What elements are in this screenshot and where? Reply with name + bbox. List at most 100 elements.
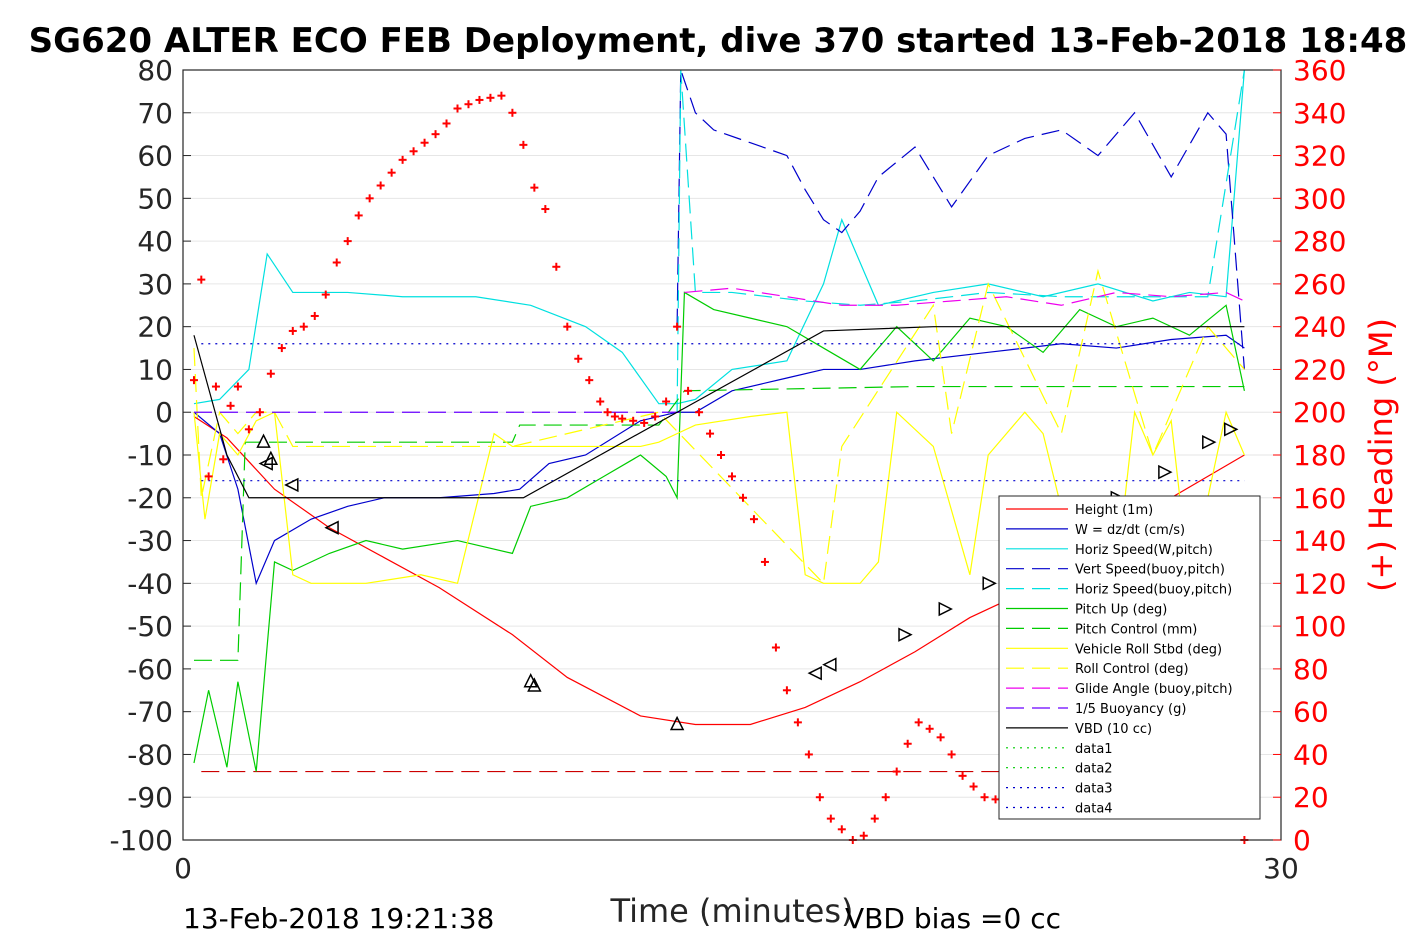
heading-point	[189, 376, 198, 385]
series-layer	[193, 69, 1245, 773]
left-tick-label: 50	[137, 182, 173, 215]
heading-point	[530, 183, 539, 192]
left-tick-label: -90	[127, 781, 173, 814]
heading-point	[420, 138, 429, 147]
heading-point	[651, 412, 660, 421]
heading-point	[197, 275, 206, 284]
heading-point	[585, 376, 594, 385]
series-line-4	[676, 69, 1245, 370]
heading-point	[640, 418, 649, 427]
heading-point	[980, 793, 989, 802]
heading-point	[760, 557, 769, 566]
heading-point	[288, 326, 297, 335]
heading-point	[947, 750, 956, 759]
right-tick-label: 140	[1293, 525, 1346, 558]
heading-point	[826, 814, 835, 823]
heading-point	[793, 718, 802, 727]
turn-marker-side	[258, 456, 273, 471]
heading-point	[376, 181, 385, 190]
left-axis-ticks: 80 70 60 50 40 30 20 10 0 -10 -20 -30 -40 -50 -60 -70 -8…	[109, 54, 191, 857]
heading-point	[815, 793, 824, 802]
heading-point	[771, 643, 780, 652]
left-tick-label: 10	[137, 353, 173, 386]
heading-point	[219, 455, 228, 464]
left-tick-label: -100	[109, 824, 173, 857]
legend-label: data3	[1075, 782, 1113, 797]
heading-point	[508, 108, 517, 117]
left-tick-label: 0	[155, 396, 173, 429]
heading-point	[610, 412, 619, 421]
right-tick-label: 120	[1293, 567, 1346, 600]
heading-point	[409, 147, 418, 156]
heading-point	[563, 322, 572, 331]
series-line-10	[684, 287, 1245, 306]
right-tick-label: 320	[1293, 140, 1346, 173]
heading-point	[266, 369, 275, 378]
series-line-5	[676, 69, 1245, 413]
x-tick-label: 30	[1263, 852, 1299, 885]
heading-point	[695, 408, 704, 417]
heading-point	[310, 311, 319, 320]
turn-marker-side	[807, 665, 822, 681]
series-line-7	[193, 385, 1245, 661]
series-line-9	[193, 268, 1245, 585]
turn-marker-up	[527, 677, 542, 692]
heading-point	[603, 408, 612, 417]
legend-label: data2	[1075, 762, 1113, 777]
heading-point	[717, 451, 726, 459]
legend-label: Horiz Speed(W,pitch)	[1075, 543, 1213, 558]
right-tick-label: 220	[1293, 353, 1346, 386]
heading-point	[442, 119, 451, 128]
heading-point	[486, 93, 495, 102]
heading-point	[233, 382, 242, 391]
heading-point	[969, 782, 978, 791]
x-axis-label: Time (minutes)	[610, 892, 854, 930]
right-tick-label: 0	[1293, 824, 1311, 857]
left-tick-label: -20	[127, 482, 173, 515]
left-tick-label: -40	[127, 567, 173, 600]
heading-point	[629, 416, 638, 425]
right-tick-label: 80	[1293, 653, 1329, 686]
legend-label: Glide Angle (buoy,pitch)	[1075, 682, 1233, 697]
heading-point	[914, 718, 923, 727]
legend-label: Height (1m)	[1075, 503, 1153, 518]
heading-point	[365, 194, 374, 203]
heading-point	[255, 408, 264, 417]
turn-marker-side	[898, 627, 913, 642]
left-tick-label: 40	[137, 225, 173, 258]
heading-point	[475, 95, 484, 104]
left-tick-label: -80	[127, 738, 173, 771]
heading-point	[343, 237, 352, 246]
heading-point	[881, 793, 890, 802]
left-tick-label: 70	[137, 97, 173, 130]
series-line-3	[193, 69, 1245, 405]
left-tick-label: -30	[127, 525, 173, 558]
right-tick-label: 180	[1293, 439, 1346, 472]
turn-marker-up	[669, 715, 685, 731]
right-tick-label: 340	[1293, 97, 1346, 130]
turn-marker-side	[284, 477, 299, 493]
heading-point	[706, 429, 715, 438]
left-tick-label: 80	[137, 54, 173, 87]
right-axis-ticks: 3603403203002802602402202001801601401201…	[1273, 54, 1346, 857]
legend-label: Vert Speed(buoy,pitch)	[1075, 563, 1225, 578]
heading-point	[354, 211, 363, 220]
left-tick-label: -60	[127, 653, 173, 686]
left-tick-label: -50	[127, 610, 173, 643]
right-tick-label: 280	[1293, 225, 1346, 258]
series-line-12	[193, 326, 1245, 499]
turn-marker-up	[256, 433, 271, 448]
legend-label: Pitch Up (deg)	[1075, 603, 1167, 618]
x-tick-label: 0	[174, 852, 192, 885]
legend-label: 1/5 Buoyancy (g)	[1075, 702, 1186, 717]
footer-timestamp: 13-Feb-2018 19:21:38	[183, 902, 494, 935]
turn-marker-up	[263, 450, 279, 466]
left-tick-label: 60	[137, 140, 173, 173]
heading-point	[552, 262, 561, 271]
series-line-2	[193, 334, 1245, 586]
heading-point	[870, 814, 879, 823]
left-tick-label: -10	[127, 439, 173, 472]
x-axis-ticks: 0 30	[174, 832, 1299, 885]
right-tick-label: 100	[1293, 610, 1346, 643]
